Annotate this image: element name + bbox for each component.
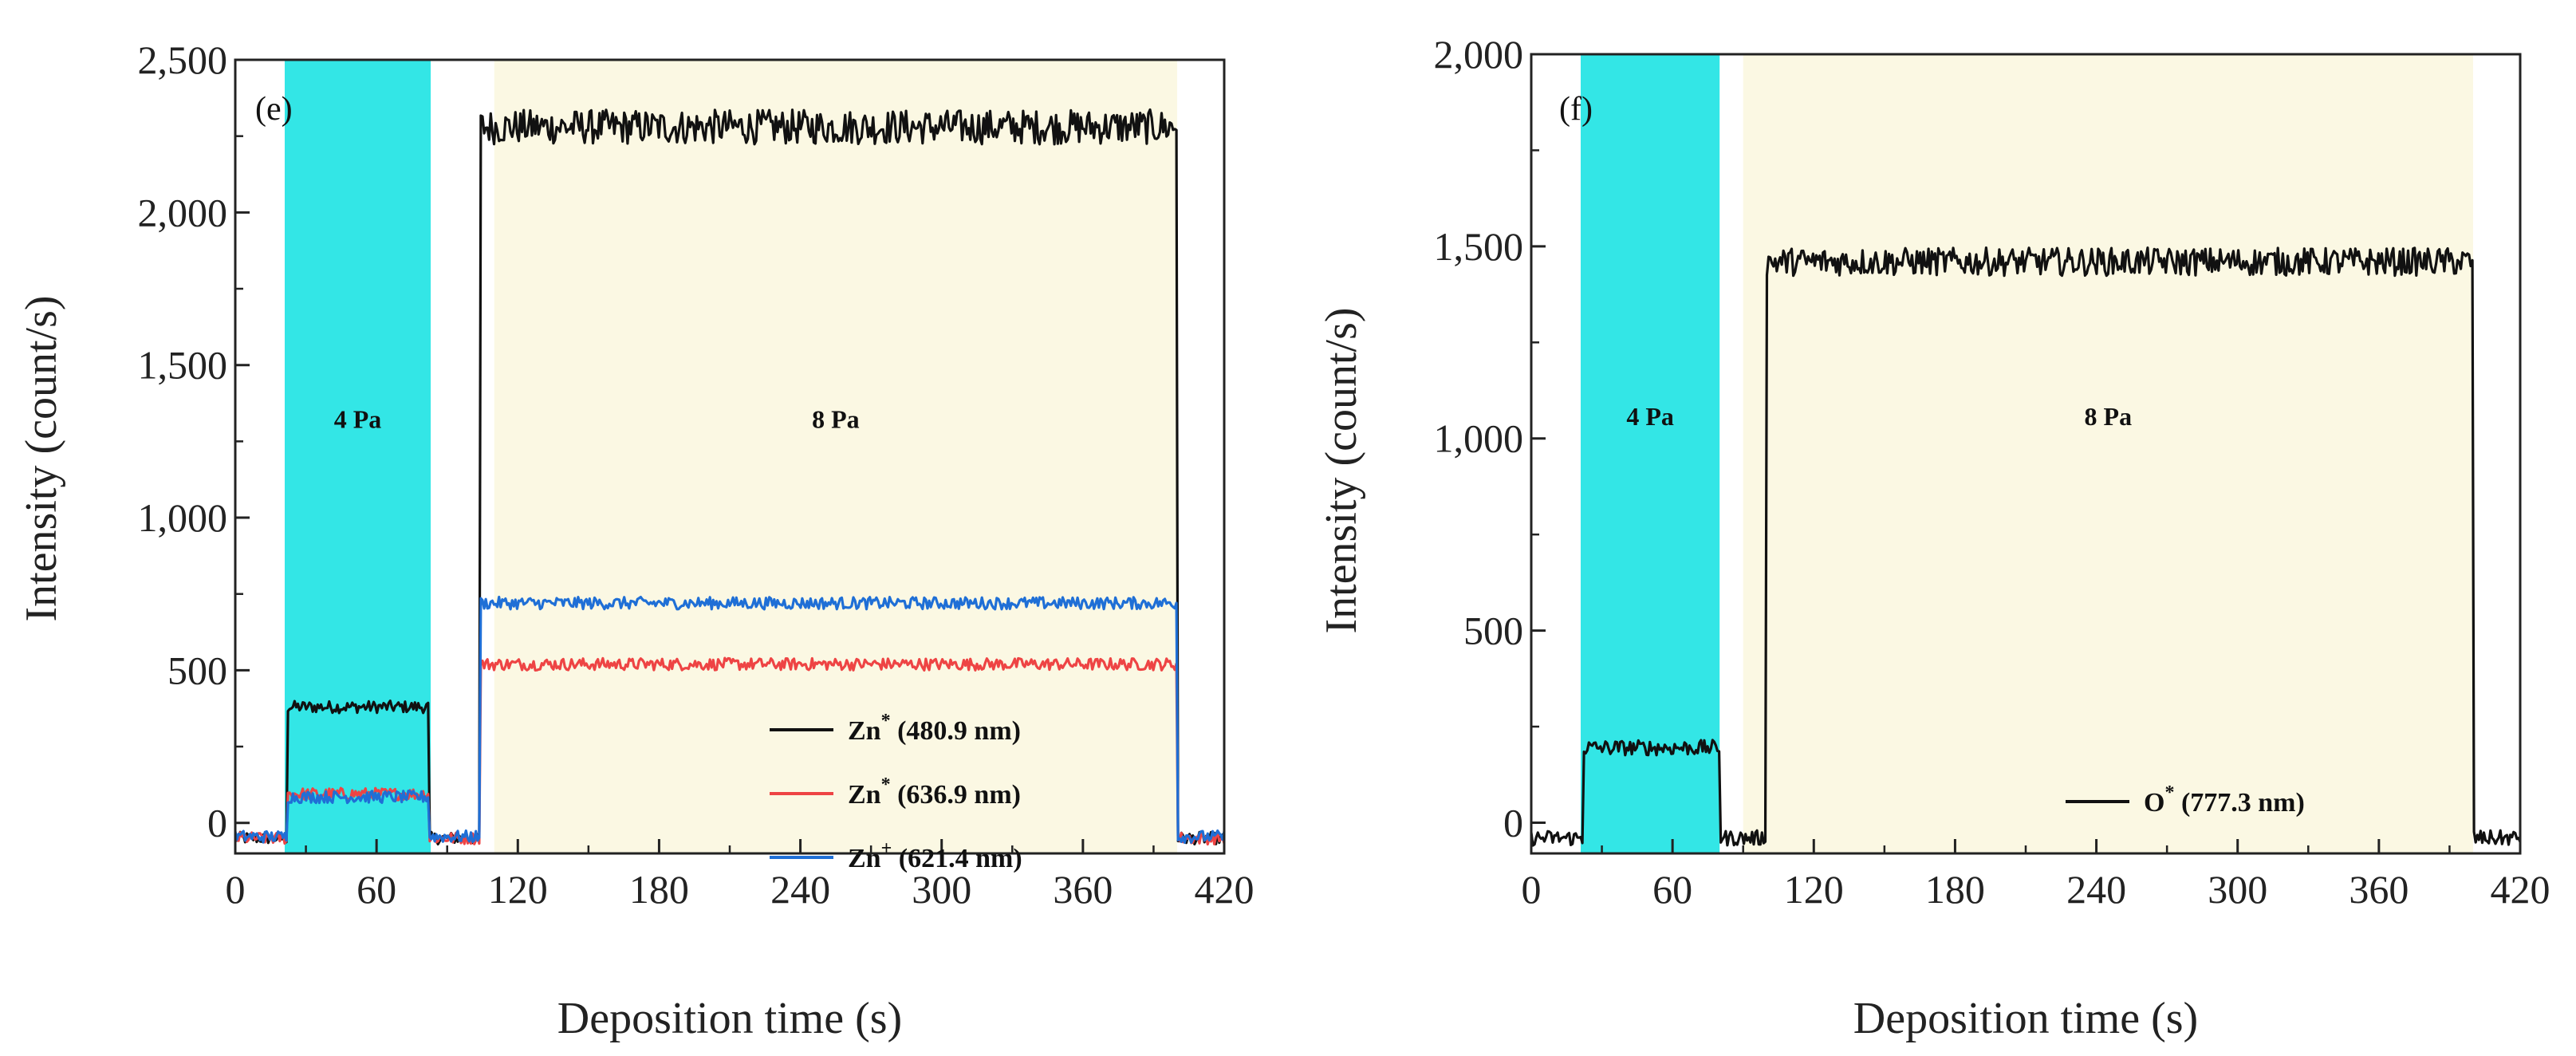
x-tick-label-f: 240: [2066, 867, 2126, 912]
y-axis-title-e: Intensity (count/s): [17, 295, 66, 621]
y-tick-label-f: 500: [1463, 609, 1523, 653]
panel-e: 0 60 120 180 240 300 360 420 0 500 1,000 1,500 2,00…: [17, 37, 1255, 1043]
x-tick-label-e: 180: [629, 867, 689, 912]
x-tick-label-e: 420: [1195, 867, 1255, 912]
y-axis-title-f: Intensity (count/s): [1317, 307, 1366, 633]
x-tick-label-f: 360: [2349, 867, 2409, 912]
x-tick-label-e: 360: [1053, 867, 1113, 912]
region-label-e-1: 8 Pa: [812, 405, 860, 434]
series-line-f-0: [1530, 246, 2522, 847]
y-tick-label-e: 2,000: [138, 190, 228, 234]
x-axis-title-e: Deposition time (s): [557, 994, 902, 1043]
y-tick-label-f: 1,000: [1434, 416, 1524, 461]
x-tick-label-e: 60: [356, 867, 396, 912]
x-tick-label-f: 180: [1925, 867, 1985, 912]
x-tick-label-e: 120: [488, 867, 548, 912]
x-tick-label-f: 300: [2208, 867, 2267, 912]
x-tick-label-f: 120: [1784, 867, 1844, 912]
region-label-f-1: 8 Pa: [2085, 402, 2133, 431]
region-f-8pa: [1743, 54, 2473, 853]
x-tick-label-f: 0: [1522, 867, 1542, 912]
y-tick-label-e: 1,500: [138, 343, 228, 388]
legend-label-e-0: Zn* (480.9 nm): [848, 711, 1021, 746]
y-tick-label-f: 0: [1503, 800, 1523, 845]
panel-label-f: (f): [1559, 91, 1593, 128]
series-line-e-2: [234, 595, 1226, 845]
x-tick-label-f: 60: [1652, 867, 1692, 912]
legend-label-e-2: Zn+ (621.4 nm): [848, 838, 1022, 873]
legend-label-f-0: O* (777.3 nm): [2144, 782, 2305, 818]
y-tick-label-e: 500: [167, 648, 227, 692]
region-f-4pa: [1581, 54, 1720, 853]
series-line-e-0: [234, 108, 1225, 846]
panel-f: 0 60 120 180 240 300 360 420 0 500 1,000 1,500 2,00…: [1317, 32, 2550, 1043]
region-e-8pa: [494, 60, 1177, 853]
y-tick-label-e: 1,000: [138, 495, 228, 540]
region-label-e-0: 4 Pa: [334, 405, 382, 434]
region-label-f-0: 4 Pa: [1626, 402, 1674, 431]
legend-label-e-1: Zn* (636.9 nm): [848, 774, 1021, 810]
legend-f: O* (777.3 nm): [2066, 782, 2305, 818]
x-tick-label-e: 240: [770, 867, 830, 912]
x-tick-label-f: 420: [2491, 867, 2550, 912]
x-tick-label-e: 300: [912, 867, 971, 912]
y-tick-label-e: 0: [207, 801, 227, 845]
region-e-4pa: [285, 60, 431, 853]
y-tick-label-e: 2,500: [138, 37, 228, 82]
x-axis-title-f: Deposition time (s): [1853, 994, 2198, 1043]
x-tick-label-e: 0: [226, 867, 246, 912]
y-tick-label-f: 2,000: [1434, 32, 1524, 77]
y-tick-label-f: 1,500: [1434, 224, 1524, 269]
panel-label-e: (e): [255, 91, 293, 128]
legend-e: Zn* (480.9 nm) Zn* (636.9 nm) Zn+ (621.4 n…: [770, 711, 1022, 873]
